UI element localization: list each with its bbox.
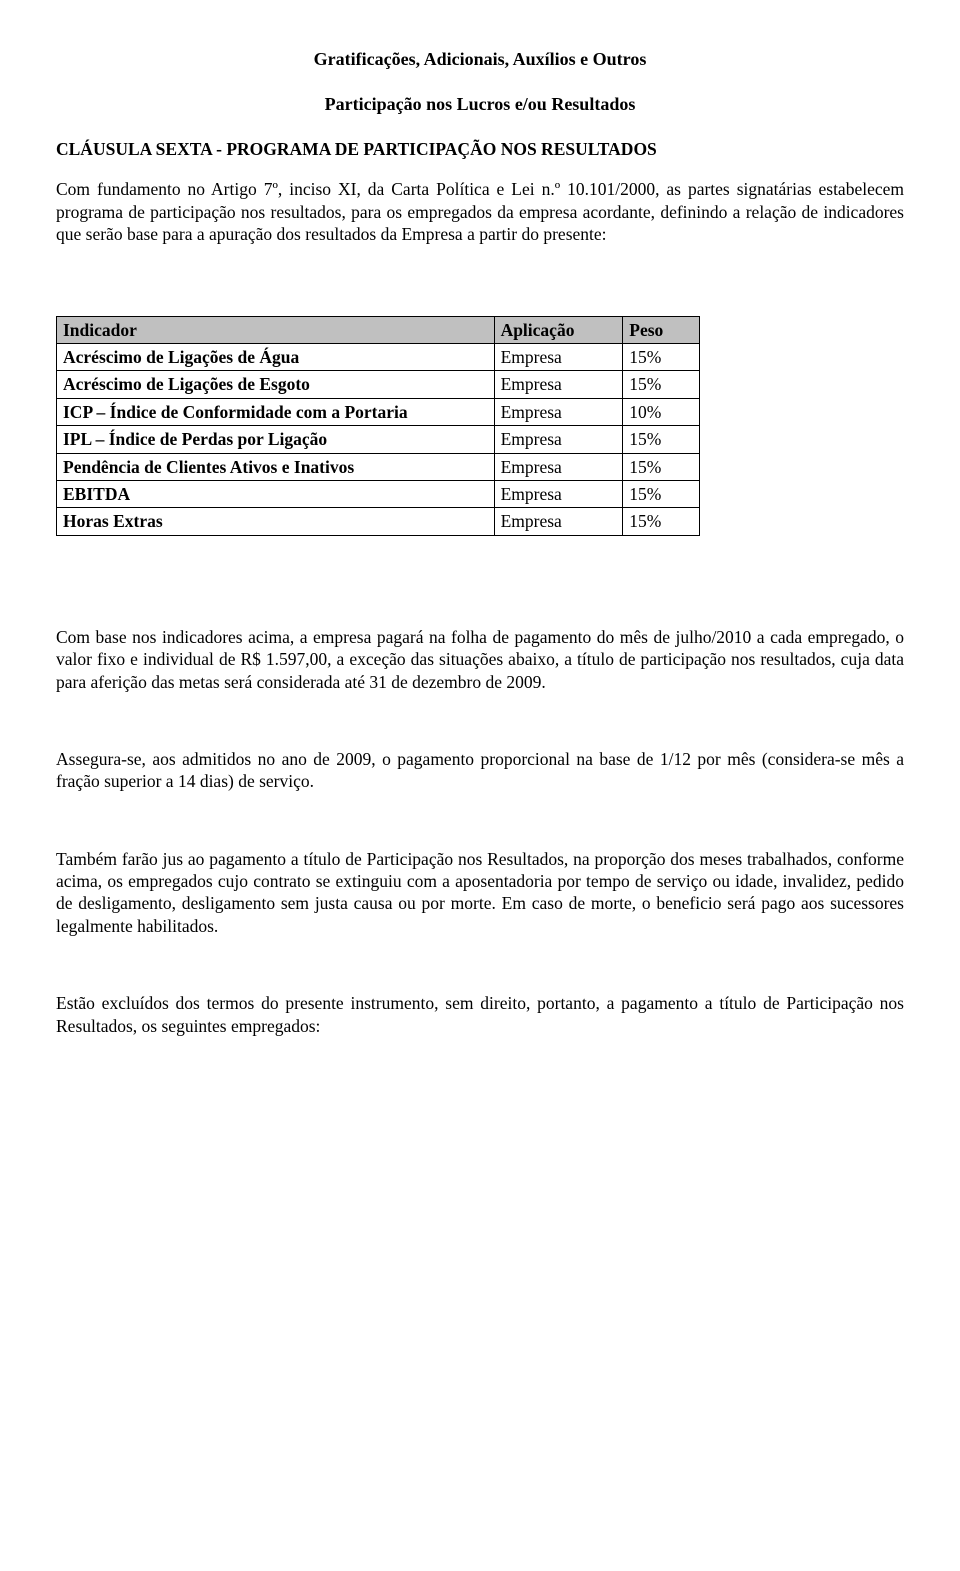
- cell-indicador: Acréscimo de Ligações de Esgoto: [57, 371, 495, 398]
- cell-aplicacao: Empresa: [494, 453, 623, 480]
- paragraph-3: Também farão jus ao pagamento a título d…: [56, 848, 904, 938]
- table-row: Acréscimo de Ligações de Água Empresa 15…: [57, 344, 700, 371]
- table-row: EBITDA Empresa 15%: [57, 480, 700, 507]
- table-body: Acréscimo de Ligações de Água Empresa 15…: [57, 344, 700, 536]
- cell-peso: 15%: [623, 344, 700, 371]
- table-row: Pendência de Clientes Ativos e Inativos …: [57, 453, 700, 480]
- clause-line: CLÁUSULA SEXTA - PROGRAMA DE PARTICIPAÇÃ…: [56, 138, 904, 160]
- cell-peso: 15%: [623, 453, 700, 480]
- table-row: Acréscimo de Ligações de Esgoto Empresa …: [57, 371, 700, 398]
- cell-indicador: EBITDA: [57, 480, 495, 507]
- indicators-table: Indicador Aplicação Peso Acréscimo de Li…: [56, 316, 700, 536]
- table-header-row: Indicador Aplicação Peso: [57, 316, 700, 343]
- table-row: ICP – Índice de Conformidade com a Porta…: [57, 398, 700, 425]
- cell-indicador: Pendência de Clientes Ativos e Inativos: [57, 453, 495, 480]
- cell-aplicacao: Empresa: [494, 480, 623, 507]
- col-header-indicador: Indicador: [57, 316, 495, 343]
- clause-label: CLÁUSULA SEXTA - PROGRAMA DE PARTICIPAÇÃ…: [56, 139, 657, 159]
- cell-indicador: Horas Extras: [57, 508, 495, 535]
- col-header-aplicacao: Aplicação: [494, 316, 623, 343]
- cell-indicador: Acréscimo de Ligações de Água: [57, 344, 495, 371]
- cell-aplicacao: Empresa: [494, 371, 623, 398]
- cell-indicador: ICP – Índice de Conformidade com a Porta…: [57, 398, 495, 425]
- cell-aplicacao: Empresa: [494, 426, 623, 453]
- paragraph-2: Assegura-se, aos admitidos no ano de 200…: [56, 748, 904, 793]
- cell-indicador: IPL – Índice de Perdas por Ligação: [57, 426, 495, 453]
- cell-aplicacao: Empresa: [494, 398, 623, 425]
- paragraph-intro: Com fundamento no Artigo 7º, inciso XI, …: [56, 178, 904, 245]
- heading-main: Gratificações, Adicionais, Auxílios e Ou…: [56, 48, 904, 71]
- paragraph-4: Estão excluídos dos termos do presente i…: [56, 992, 904, 1037]
- col-header-peso: Peso: [623, 316, 700, 343]
- cell-aplicacao: Empresa: [494, 344, 623, 371]
- paragraph-1: Com base nos indicadores acima, a empres…: [56, 626, 904, 693]
- cell-aplicacao: Empresa: [494, 508, 623, 535]
- cell-peso: 15%: [623, 371, 700, 398]
- cell-peso: 15%: [623, 508, 700, 535]
- heading-sub: Participação nos Lucros e/ou Resultados: [56, 93, 904, 116]
- table-row: Horas Extras Empresa 15%: [57, 508, 700, 535]
- cell-peso: 15%: [623, 480, 700, 507]
- cell-peso: 15%: [623, 426, 700, 453]
- table-row: IPL – Índice de Perdas por Ligação Empre…: [57, 426, 700, 453]
- cell-peso: 10%: [623, 398, 700, 425]
